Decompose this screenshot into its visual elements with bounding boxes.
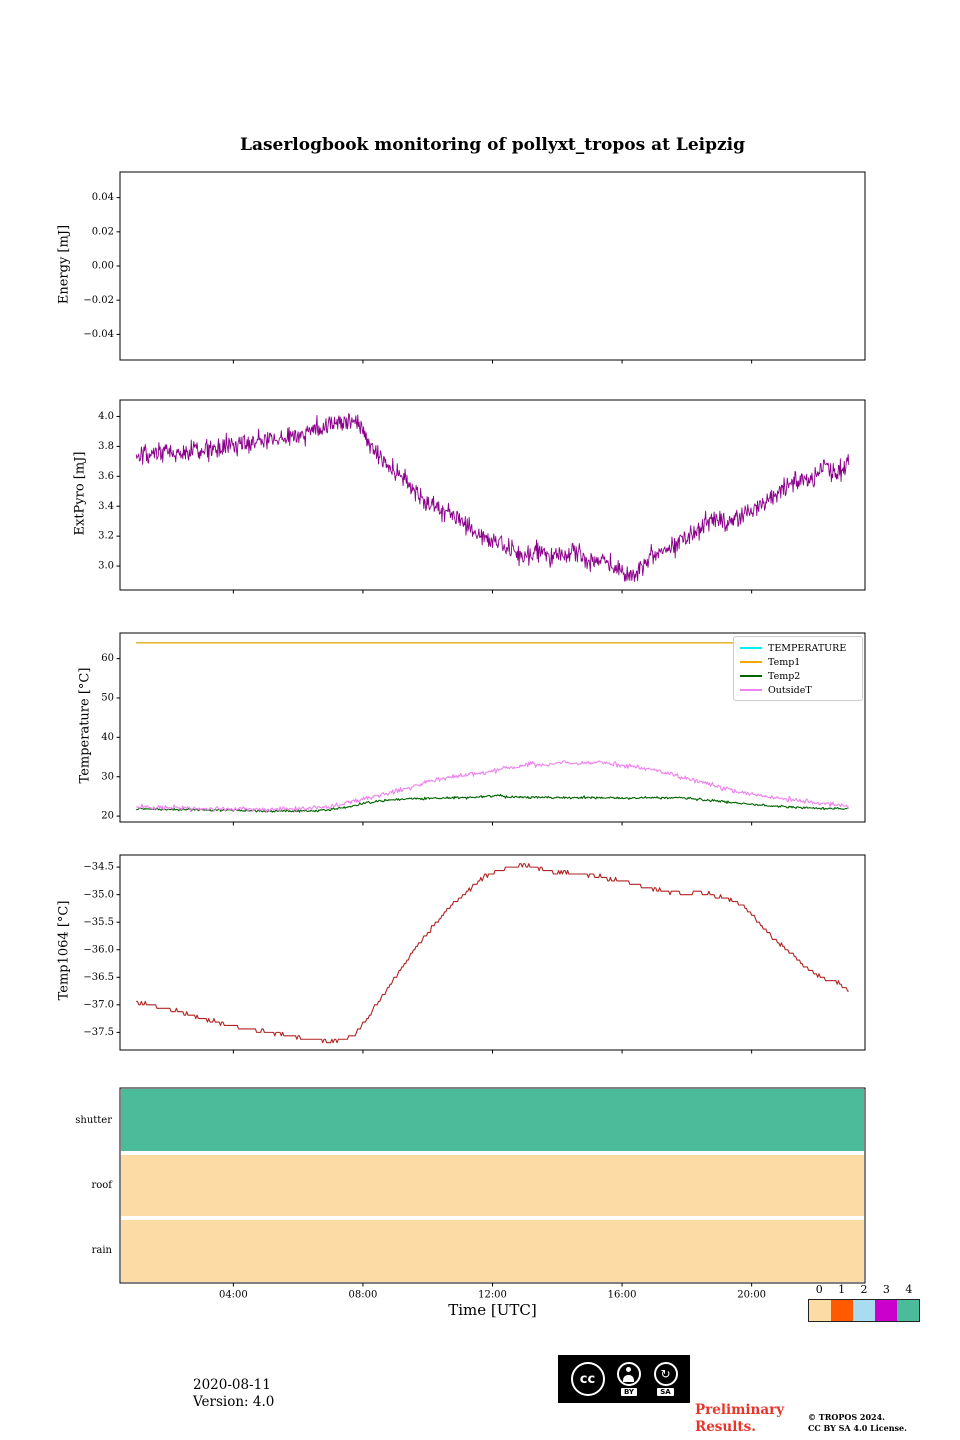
legend-label: Temp1 — [768, 656, 801, 668]
preliminary-line1: Preliminary — [695, 1402, 785, 1418]
colorbar-tick-label: 4 — [905, 1283, 913, 1296]
colorbar-tick-label: 2 — [860, 1283, 868, 1296]
colorbar-tick-label: 3 — [882, 1283, 890, 1296]
colorbar-segments — [808, 1299, 920, 1322]
copyright-note: © TROPOS 2024. CC BY SA 4.0 License. — [808, 1412, 907, 1434]
status-plot — [60, 1080, 890, 1315]
legend-entry: OutsideT — [740, 683, 856, 697]
colorbar-tick-label: 0 — [815, 1283, 823, 1296]
copyright-line1: © TROPOS 2024. — [808, 1412, 885, 1422]
cc-by-label: BY — [620, 1388, 638, 1396]
preliminary-results-note: Preliminary Results. — [695, 1402, 784, 1436]
preliminary-line2: Results. — [695, 1419, 756, 1435]
temperature-axis-label: Temperature [°C] — [77, 667, 93, 784]
cc-license-badge: cc BY ↻ SA — [558, 1355, 690, 1403]
chart-title: Laserlogbook monitoring of pollyxt_tropo… — [239, 135, 745, 155]
colorbar-segment — [897, 1300, 919, 1321]
legend-label: OutsideT — [768, 684, 812, 696]
extpyro-plot — [60, 392, 890, 622]
colorbar-segment — [875, 1300, 897, 1321]
legend-label: Temp2 — [768, 670, 801, 682]
cc-sa-label: SA — [657, 1388, 674, 1396]
legend-entry: TEMPERATURE — [740, 641, 856, 655]
time-axis-label: Time [UTC] — [448, 1301, 537, 1319]
colorbar-tick-labels: 0 1 2 3 4 — [808, 1283, 920, 1297]
temperature-legend: TEMPERATURE Temp1 Temp2 OutsideT — [733, 636, 863, 701]
legend-entry: Temp2 — [740, 669, 856, 683]
legend-line-swatch — [740, 689, 762, 691]
temp1064-plot — [60, 847, 890, 1082]
cc-by-person-icon — [617, 1362, 641, 1386]
colorbar-segment — [831, 1300, 853, 1321]
version-text: Version: 4.0 — [193, 1394, 275, 1410]
colorbar-tick-label: 1 — [838, 1283, 846, 1296]
cc-sa-arrow-icon: ↻ — [653, 1362, 678, 1386]
colorbar-segment — [809, 1300, 831, 1321]
temp1064-axis-label: Temp1064 [°C] — [56, 900, 72, 1001]
legend-line-swatch — [740, 647, 762, 649]
colorbar-segment — [853, 1300, 875, 1321]
legend-line-swatch — [740, 675, 762, 677]
cc-icon: cc — [570, 1362, 605, 1396]
status-colorbar: 0 1 2 3 4 — [808, 1283, 920, 1322]
extpyro-axis-label: ExtPyro [mJ] — [72, 451, 88, 536]
date-text: 2020-08-11 — [193, 1377, 271, 1393]
legend-line-swatch — [740, 661, 762, 663]
legend-label: TEMPERATURE — [768, 642, 847, 654]
copyright-line2: CC BY SA 4.0 License. — [808, 1423, 907, 1433]
energy-axis-label: Energy [mJ] — [56, 224, 72, 305]
legend-entry: Temp1 — [740, 655, 856, 669]
energy-plot — [60, 164, 890, 392]
date-version: 2020-08-11 Version: 4.0 — [193, 1377, 274, 1411]
